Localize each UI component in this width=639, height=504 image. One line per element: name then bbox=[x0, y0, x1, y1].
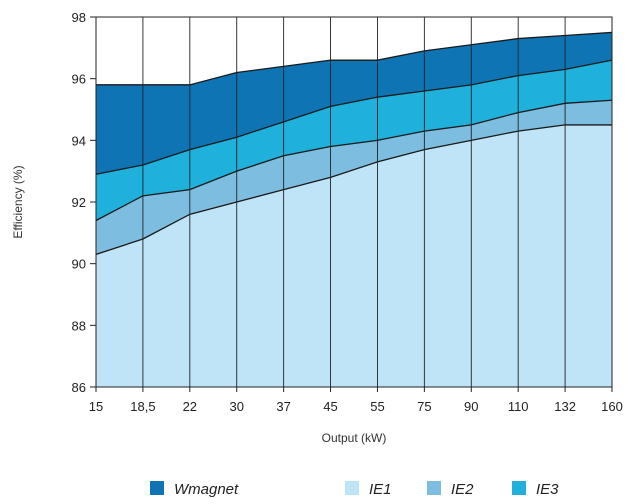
y-tick-label: 96 bbox=[72, 72, 86, 87]
legend: Wmagnet IE1 IE2 IE3 bbox=[150, 481, 559, 498]
legend-swatch-ie2 bbox=[427, 481, 441, 495]
x-tick-label: 55 bbox=[370, 399, 384, 414]
x-tick-label: 90 bbox=[464, 399, 478, 414]
x-tick-label: 110 bbox=[508, 399, 529, 414]
x-tick-label: 75 bbox=[417, 399, 431, 414]
x-tick-label: 160 bbox=[601, 399, 623, 414]
y-axis-title: Efficiency (%) bbox=[11, 165, 25, 238]
x-tick-label: 15 bbox=[89, 399, 103, 414]
legend-swatch-ie3 bbox=[512, 481, 526, 495]
grid-layer bbox=[142, 17, 566, 387]
legend-swatch-wmagnet bbox=[150, 481, 164, 495]
series-outline-layer bbox=[95, 31, 613, 256]
legend-label-ie1: IE1 bbox=[369, 481, 392, 498]
area-layer bbox=[96, 32, 612, 388]
y-tick-label: 88 bbox=[72, 318, 86, 333]
y-tick-label: 98 bbox=[72, 10, 86, 25]
x-tick-label: 132 bbox=[554, 399, 576, 414]
line-wmagnet bbox=[96, 31, 613, 86]
y-tick-label: 90 bbox=[72, 257, 86, 272]
y-axis-ticks: 86 88 90 92 94 96 98 bbox=[72, 10, 96, 395]
area-ie1 bbox=[96, 124, 612, 388]
legend-label-wmagnet: Wmagnet bbox=[174, 481, 239, 498]
x-tick-label: 22 bbox=[183, 399, 197, 414]
x-tick-label: 45 bbox=[323, 399, 337, 414]
y-tick-label: 86 bbox=[72, 380, 86, 395]
x-axis-title: Output (kW) bbox=[322, 431, 387, 445]
x-tick-label: 37 bbox=[276, 399, 290, 414]
x-tick-label: 18,5 bbox=[130, 399, 155, 414]
legend-label-ie3: IE3 bbox=[536, 481, 559, 498]
legend-swatch-ie1 bbox=[345, 481, 359, 495]
line-ie1 bbox=[95, 124, 612, 256]
line-ie3 bbox=[95, 59, 613, 175]
y-tick-label: 94 bbox=[72, 133, 86, 148]
x-tick-label: 30 bbox=[229, 399, 243, 414]
x-axis-ticks: 15 18,5 22 30 37 45 55 75 90 110 132 160 bbox=[89, 387, 623, 414]
y-tick-label: 92 bbox=[72, 195, 86, 210]
legend-label-ie2: IE2 bbox=[451, 481, 474, 498]
line-ie2 bbox=[95, 99, 613, 222]
